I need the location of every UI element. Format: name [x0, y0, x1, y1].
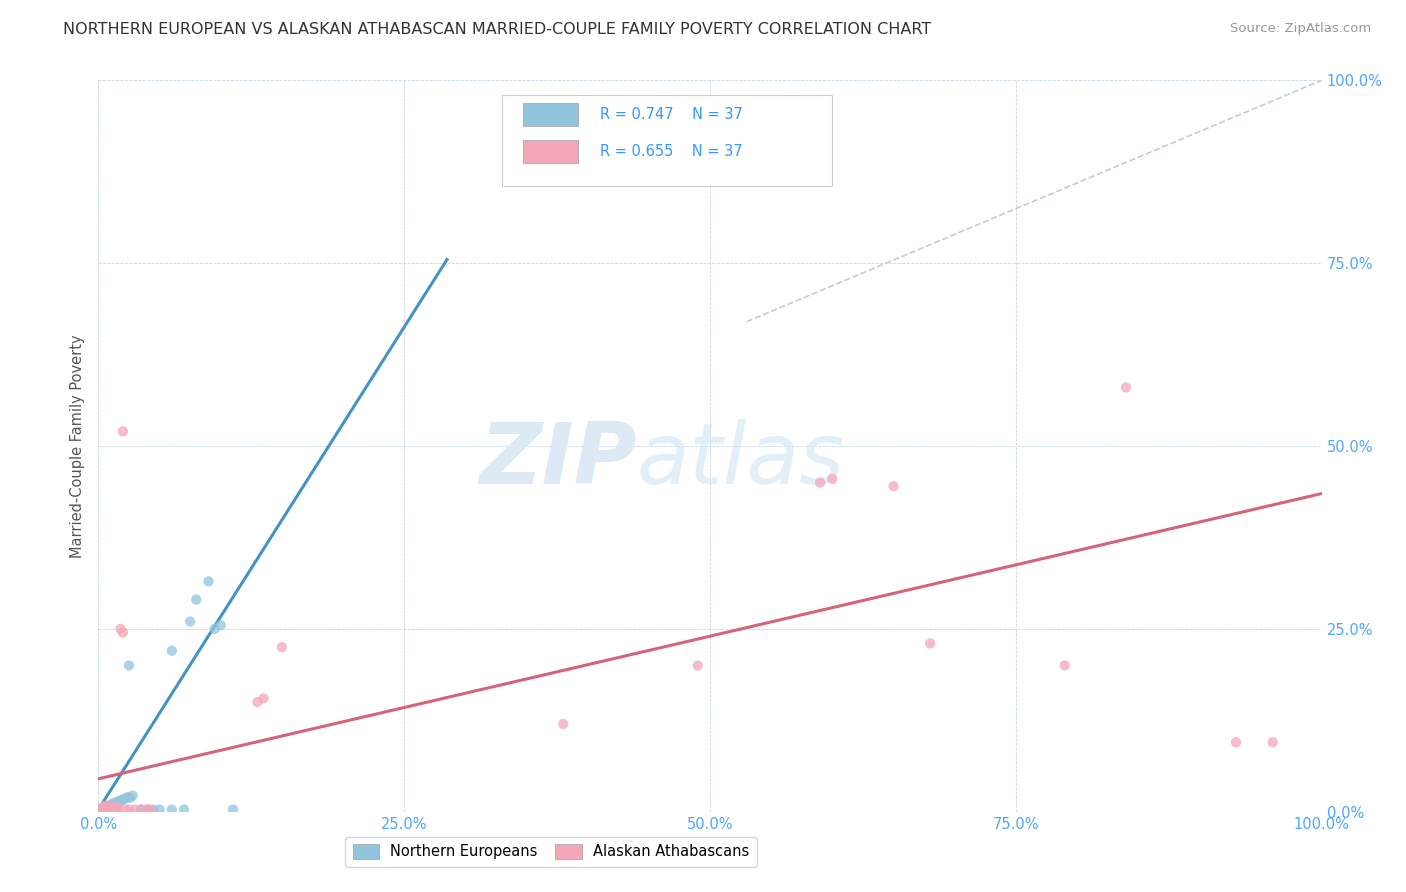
- Point: [101, 797, 124, 811]
- Point: [101, 797, 124, 812]
- FancyBboxPatch shape: [523, 103, 578, 127]
- Point: [142, 803, 165, 817]
- Point: [103, 803, 125, 817]
- FancyBboxPatch shape: [502, 95, 832, 186]
- Point: [120, 790, 142, 805]
- Point: [104, 797, 127, 812]
- Y-axis label: Married-Couple Family Poverty: Married-Couple Family Poverty: [70, 334, 86, 558]
- Point: [149, 803, 172, 817]
- Text: R = 0.747    N = 37: R = 0.747 N = 37: [600, 107, 742, 122]
- Point: [114, 791, 136, 805]
- Point: [821, 472, 844, 486]
- Point: [105, 795, 128, 809]
- Point: [252, 691, 274, 706]
- Point: [920, 636, 942, 650]
- Point: [270, 640, 294, 655]
- Point: [129, 803, 152, 817]
- Point: [246, 695, 269, 709]
- Point: [1225, 735, 1247, 749]
- Point: [101, 801, 124, 815]
- Point: [108, 796, 131, 810]
- Point: [1115, 380, 1137, 394]
- Point: [136, 803, 159, 817]
- Point: [90, 803, 112, 817]
- Text: ZIP: ZIP: [479, 419, 637, 502]
- Point: [111, 793, 134, 807]
- Point: [91, 802, 114, 816]
- Point: [91, 800, 114, 814]
- Point: [117, 790, 139, 805]
- Point: [124, 803, 146, 817]
- Point: [686, 658, 709, 673]
- Point: [114, 803, 136, 817]
- Point: [111, 425, 134, 439]
- Text: atlas: atlas: [637, 419, 845, 502]
- Point: [160, 803, 183, 817]
- Point: [209, 618, 232, 632]
- Text: R = 0.655    N = 37: R = 0.655 N = 37: [600, 144, 742, 159]
- Point: [97, 803, 120, 817]
- Point: [118, 658, 141, 673]
- Point: [91, 801, 114, 815]
- Point: [197, 574, 219, 589]
- Point: [136, 803, 159, 817]
- Point: [93, 800, 115, 814]
- Point: [101, 799, 124, 814]
- Point: [883, 479, 905, 493]
- Text: NORTHERN EUROPEAN VS ALASKAN ATHABASCAN MARRIED-COUPLE FAMILY POVERTY CORRELATIO: NORTHERN EUROPEAN VS ALASKAN ATHABASCAN …: [63, 22, 932, 37]
- Point: [96, 799, 118, 814]
- Point: [129, 803, 152, 817]
- Point: [98, 800, 121, 814]
- Point: [93, 798, 115, 813]
- Point: [111, 792, 134, 806]
- Point: [94, 799, 117, 814]
- Point: [110, 794, 132, 808]
- Point: [139, 803, 162, 817]
- Point: [111, 625, 134, 640]
- Point: [1053, 658, 1076, 673]
- Point: [553, 717, 575, 731]
- Legend: Northern Europeans, Alaskan Athabascans: Northern Europeans, Alaskan Athabascans: [346, 837, 756, 867]
- Point: [104, 802, 127, 816]
- Point: [186, 592, 208, 607]
- Point: [160, 644, 183, 658]
- Point: [118, 803, 141, 817]
- Point: [94, 801, 117, 815]
- FancyBboxPatch shape: [523, 139, 578, 163]
- Point: [179, 615, 201, 629]
- Point: [90, 803, 112, 817]
- Point: [204, 622, 226, 636]
- Point: [103, 796, 125, 810]
- Text: Source: ZipAtlas.com: Source: ZipAtlas.com: [1230, 22, 1371, 36]
- Point: [105, 800, 128, 814]
- Point: [100, 798, 122, 813]
- Point: [173, 803, 195, 817]
- Point: [121, 789, 143, 803]
- Point: [100, 800, 122, 814]
- Point: [110, 622, 132, 636]
- Point: [98, 802, 121, 816]
- Point: [107, 795, 129, 809]
- Point: [222, 803, 245, 817]
- Point: [97, 798, 120, 813]
- Point: [107, 803, 129, 817]
- Point: [1261, 735, 1284, 749]
- Point: [96, 801, 118, 815]
- Point: [91, 802, 114, 816]
- Point: [808, 475, 831, 490]
